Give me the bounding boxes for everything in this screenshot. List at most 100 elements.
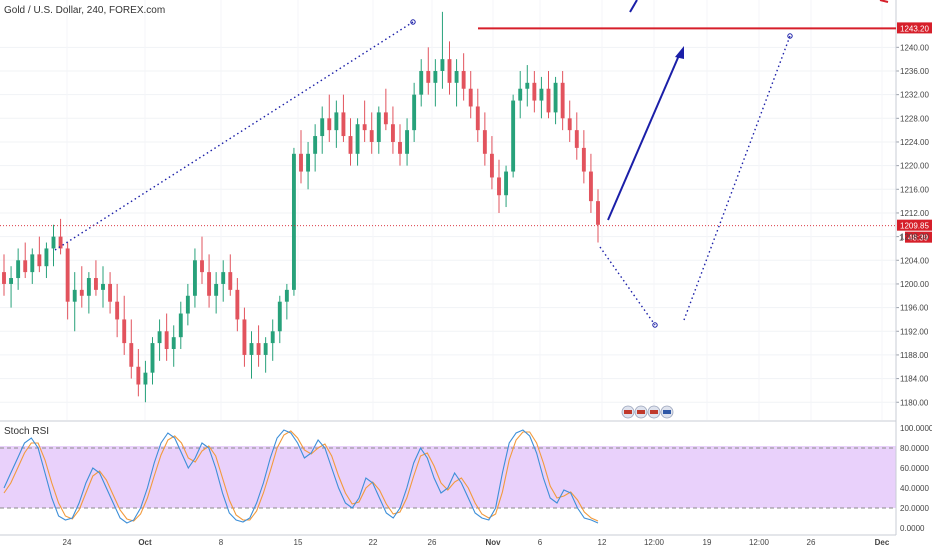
- candle-body[interactable]: [86, 278, 91, 296]
- candle-body[interactable]: [164, 331, 169, 350]
- candle-body[interactable]: [355, 124, 360, 154]
- candle-body[interactable]: [58, 236, 63, 249]
- candle-body[interactable]: [214, 283, 219, 296]
- candle-body[interactable]: [348, 136, 353, 154]
- candle-body[interactable]: [546, 88, 551, 113]
- projection-high-point[interactable]: [787, 33, 793, 39]
- candle-body[interactable]: [581, 147, 586, 172]
- candle-body[interactable]: [539, 88, 544, 101]
- candle-body[interactable]: [341, 112, 346, 137]
- candle-body[interactable]: [532, 82, 537, 101]
- candle-body[interactable]: [108, 283, 113, 302]
- candle-body[interactable]: [313, 136, 318, 154]
- dotted-trendline[interactable]: [54, 21, 414, 251]
- candle-body[interactable]: [178, 313, 183, 338]
- time-tick-label: 12:00: [644, 538, 665, 547]
- candle-body[interactable]: [16, 260, 21, 279]
- candle-body[interactable]: [228, 272, 233, 290]
- candle-body[interactable]: [334, 112, 339, 131]
- candle-body[interactable]: [263, 343, 268, 355]
- candle-body[interactable]: [115, 301, 120, 320]
- projection-low-point[interactable]: [652, 322, 658, 328]
- candle-body[interactable]: [185, 295, 190, 314]
- candle-body[interactable]: [72, 289, 77, 302]
- event-flags[interactable]: [621, 405, 674, 419]
- candle-body[interactable]: [9, 278, 14, 284]
- candle-body[interactable]: [376, 112, 381, 142]
- candle-body[interactable]: [284, 289, 289, 302]
- candle-body[interactable]: [44, 248, 49, 267]
- candle-body[interactable]: [23, 260, 28, 273]
- candle-body[interactable]: [504, 171, 509, 196]
- candle-body[interactable]: [426, 70, 431, 83]
- time-tick-label: Dec: [875, 538, 890, 547]
- candle-body[interactable]: [588, 171, 593, 202]
- candle-body[interactable]: [362, 124, 367, 131]
- candle-body[interactable]: [37, 254, 42, 267]
- candle-body[interactable]: [567, 118, 572, 131]
- candle-body[interactable]: [143, 372, 148, 385]
- candle-body[interactable]: [157, 331, 162, 344]
- candle-body[interactable]: [242, 319, 247, 355]
- candle-body[interactable]: [454, 70, 459, 83]
- candle-body[interactable]: [270, 331, 275, 344]
- candle-body[interactable]: [306, 153, 311, 172]
- candle-body[interactable]: [235, 289, 240, 320]
- stoch-d-line: [3, 430, 599, 522]
- candle-body[interactable]: [574, 130, 579, 148]
- candle-body[interactable]: [497, 177, 501, 196]
- dotted-projection-up[interactable]: [683, 35, 791, 321]
- candle-body[interactable]: [30, 254, 35, 273]
- candle-body[interactable]: [525, 82, 530, 89]
- candle-body[interactable]: [475, 106, 480, 131]
- candle-body[interactable]: [596, 201, 600, 225]
- candle-body[interactable]: [136, 366, 141, 385]
- candle-body[interactable]: [518, 88, 523, 101]
- price-tick-label: 1236.00: [900, 67, 929, 76]
- candle-body[interactable]: [51, 236, 56, 249]
- candle-body[interactable]: [101, 283, 105, 290]
- svg-text:1: 1: [899, 234, 904, 243]
- candle-body[interactable]: [419, 70, 424, 95]
- candle-body[interactable]: [122, 319, 127, 344]
- candle-body[interactable]: [150, 343, 155, 373]
- candle-body[interactable]: [277, 301, 282, 332]
- candle-body[interactable]: [129, 343, 134, 367]
- candle-body[interactable]: [291, 153, 296, 290]
- candle-body[interactable]: [440, 59, 445, 71]
- candle-body[interactable]: [369, 130, 374, 142]
- solid-arrow-top[interactable]: [629, 0, 638, 13]
- solid-arrow-up[interactable]: [607, 52, 681, 221]
- candle-body[interactable]: [447, 59, 452, 83]
- candle-body[interactable]: [383, 112, 388, 125]
- candle-body[interactable]: [299, 153, 303, 172]
- candle-body[interactable]: [398, 141, 402, 154]
- candle-body[interactable]: [320, 118, 325, 137]
- candle-body[interactable]: [461, 70, 466, 89]
- candle-body[interactable]: [192, 260, 197, 296]
- candle-body[interactable]: [433, 70, 438, 83]
- time-tick-label: 19: [703, 538, 712, 547]
- candle-body[interactable]: [560, 82, 565, 119]
- candle-body[interactable]: [553, 82, 558, 113]
- candle-body[interactable]: [249, 343, 254, 355]
- trendline-endpoint[interactable]: [410, 19, 416, 25]
- candle-body[interactable]: [412, 94, 417, 131]
- candle-body[interactable]: [256, 343, 261, 355]
- candle-body[interactable]: [79, 289, 84, 296]
- candle-body[interactable]: [327, 118, 332, 131]
- candle-body[interactable]: [93, 278, 98, 290]
- candle-body[interactable]: [2, 272, 6, 284]
- candle-body[interactable]: [405, 130, 410, 154]
- candle-body[interactable]: [468, 88, 473, 107]
- candle-body[interactable]: [489, 153, 494, 178]
- candle-body[interactable]: [207, 272, 212, 296]
- candle-body[interactable]: [171, 337, 176, 350]
- candle-body[interactable]: [482, 130, 487, 154]
- candle-body[interactable]: [390, 124, 395, 142]
- candle-body[interactable]: [200, 260, 204, 273]
- candle-body[interactable]: [65, 248, 70, 302]
- candle-body[interactable]: [511, 100, 516, 172]
- candle-body[interactable]: [221, 272, 226, 284]
